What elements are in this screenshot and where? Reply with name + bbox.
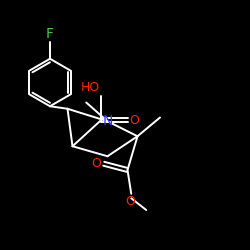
Text: O: O [91,157,101,170]
Text: N: N [102,114,113,128]
Text: O: O [125,195,135,208]
Text: HO: HO [81,81,100,94]
Text: O: O [130,114,140,126]
Text: F: F [46,27,54,41]
